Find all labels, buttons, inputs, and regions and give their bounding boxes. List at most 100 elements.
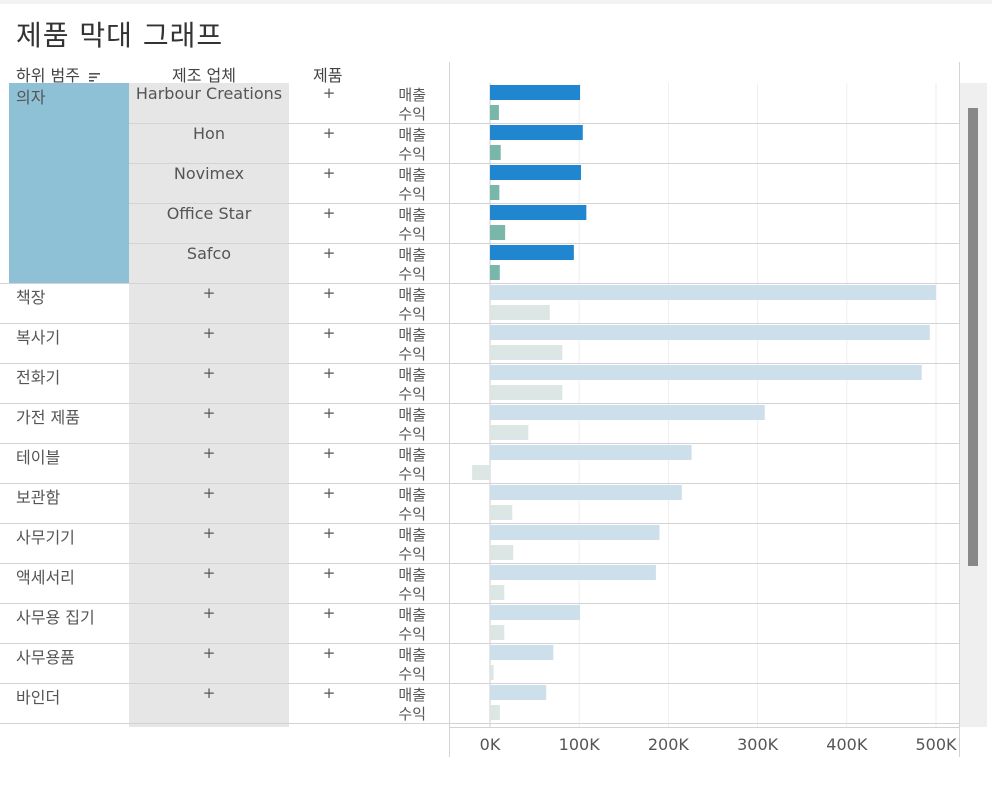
profit-bar[interactable] (490, 265, 500, 280)
sales-bar[interactable] (490, 205, 587, 220)
row-separator (129, 163, 960, 164)
subcategory-label[interactable]: 복사기 (16, 328, 61, 347)
profit-bar[interactable] (490, 105, 499, 120)
profit-bar[interactable] (490, 345, 563, 360)
subcategory-label[interactable]: 가전 제품 (16, 408, 80, 427)
profit-bar[interactable] (490, 505, 513, 520)
subcategory-label[interactable]: 사무용품 (16, 648, 75, 667)
expand-product-button[interactable]: + (322, 564, 336, 582)
expand-product-button[interactable]: + (322, 204, 336, 222)
profit-bar[interactable] (490, 305, 550, 320)
sales-bar[interactable] (490, 325, 930, 340)
subcategory-header-label: 하위 범주 (16, 66, 80, 85)
profit-bar[interactable] (490, 665, 494, 680)
expand-product-button[interactable]: + (322, 364, 336, 382)
subcategory-label[interactable]: 책장 (16, 288, 46, 307)
expand-manufacturer-button[interactable]: + (202, 284, 216, 302)
expand-manufacturer-button[interactable]: + (202, 484, 216, 502)
measure-label-sales: 매출 (398, 526, 426, 544)
subcategory-label[interactable]: 의자 (16, 88, 46, 107)
subcategory-label[interactable]: 사무용 집기 (16, 608, 95, 627)
expand-manufacturer-button[interactable]: + (202, 444, 216, 462)
expand-manufacturer-button[interactable]: + (202, 564, 216, 582)
sales-bar[interactable] (490, 445, 692, 460)
manufacturer-header[interactable]: 제조 업체 (172, 66, 236, 85)
expand-manufacturer-button[interactable]: + (202, 404, 216, 422)
expand-manufacturer-button[interactable]: + (202, 644, 216, 662)
manufacturer-label[interactable]: Novimex (173, 164, 245, 183)
subcategory-label[interactable]: 액세서리 (16, 568, 75, 587)
expand-product-button[interactable]: + (322, 324, 336, 342)
profit-bar[interactable] (490, 145, 501, 160)
profit-bar[interactable] (490, 385, 563, 400)
profit-bar[interactable] (490, 545, 514, 560)
expand-product-button[interactable]: + (322, 164, 336, 182)
expand-product-button[interactable]: + (322, 84, 336, 102)
row-separator (129, 203, 960, 204)
manufacturer-label[interactable]: Office Star (166, 204, 252, 223)
pane-divider (449, 62, 450, 757)
profit-bar[interactable] (490, 585, 505, 600)
measure-label-profit: 수익 (398, 425, 426, 443)
profit-bar[interactable] (490, 705, 500, 720)
selected-subcategory-cell[interactable] (9, 83, 129, 283)
measure-label-sales: 매출 (398, 646, 426, 664)
measure-label-profit: 수익 (398, 625, 426, 643)
sales-bar[interactable] (490, 645, 554, 660)
subcategory-label[interactable]: 전화기 (16, 368, 61, 387)
measure-label-profit: 수익 (398, 545, 426, 563)
measure-label-profit: 수익 (398, 585, 426, 603)
measure-label-sales: 매출 (398, 246, 426, 264)
expand-manufacturer-button[interactable]: + (202, 524, 216, 542)
expand-manufacturer-button[interactable]: + (202, 364, 216, 382)
row-separator (0, 723, 960, 724)
sort-descending-icon[interactable] (89, 72, 101, 82)
sales-bar[interactable] (490, 365, 922, 380)
expand-product-button[interactable]: + (322, 524, 336, 542)
manufacturer-label[interactable]: Safco (186, 244, 232, 263)
profit-bar[interactable] (490, 625, 505, 640)
manufacturer-label[interactable]: Hon (193, 124, 225, 143)
expand-product-button[interactable]: + (322, 284, 336, 302)
subcategory-label[interactable]: 보관함 (16, 488, 61, 507)
manufacturer-label[interactable]: Harbour Creations (135, 84, 283, 103)
sales-bar[interactable] (490, 245, 574, 260)
expand-product-button[interactable]: + (322, 444, 336, 462)
expand-product-button[interactable]: + (322, 604, 336, 622)
product-header[interactable]: 제품 (313, 66, 343, 85)
sales-bar[interactable] (490, 125, 583, 140)
sales-bar[interactable] (490, 525, 660, 540)
measure-label-sales: 매출 (398, 446, 426, 464)
row-separator (0, 563, 960, 564)
expand-manufacturer-button[interactable]: + (202, 684, 216, 702)
expand-product-button[interactable]: + (322, 244, 336, 262)
sales-bar[interactable] (490, 85, 581, 100)
measure-label-sales: 매출 (398, 86, 426, 104)
expand-manufacturer-button[interactable]: + (202, 604, 216, 622)
expand-product-button[interactable]: + (322, 404, 336, 422)
sales-bar[interactable] (490, 485, 682, 500)
profit-bar[interactable] (490, 425, 529, 440)
subcategory-label[interactable]: 바인더 (16, 688, 61, 707)
sales-bar[interactable] (490, 565, 656, 580)
sales-bar[interactable] (490, 285, 936, 300)
sales-bar[interactable] (490, 165, 581, 180)
expand-manufacturer-button[interactable]: + (202, 324, 216, 342)
sales-bar[interactable] (490, 605, 581, 620)
subcategory-label[interactable]: 사무기기 (16, 528, 75, 547)
expand-product-button[interactable]: + (322, 644, 336, 662)
measure-label-sales: 매출 (398, 206, 426, 224)
expand-product-button[interactable]: + (322, 484, 336, 502)
expand-product-button[interactable]: + (322, 124, 336, 142)
profit-bar[interactable] (490, 225, 506, 240)
subcategory-header[interactable]: 하위 범주 (16, 62, 101, 86)
expand-product-button[interactable]: + (322, 684, 336, 702)
subcategory-label[interactable]: 테이블 (16, 448, 61, 467)
row-separator (0, 643, 960, 644)
row-separator (0, 323, 960, 324)
sales-bar[interactable] (490, 685, 547, 700)
sales-bar[interactable] (490, 405, 765, 420)
profit-bar[interactable] (472, 465, 490, 480)
profit-bar[interactable] (490, 185, 500, 200)
scrollbar-thumb[interactable] (968, 108, 978, 566)
